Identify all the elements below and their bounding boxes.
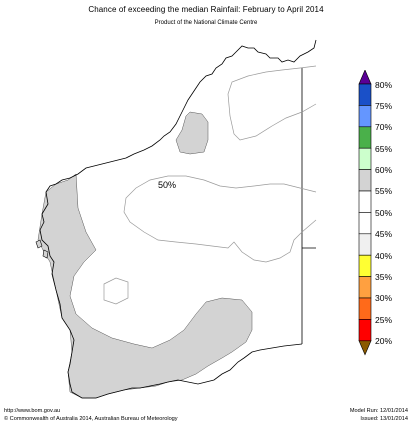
state-border — [301, 68, 316, 344]
legend-bin — [358, 83, 372, 106]
contour-line-north — [227, 65, 317, 141]
legend-bin — [358, 319, 372, 342]
legend-label-45: 45% — [375, 229, 393, 239]
legend-label-60: 60% — [375, 165, 393, 175]
footer-model-run: Model Run: 12/01/2014 — [349, 408, 408, 414]
legend-bin — [358, 297, 372, 320]
legend-bin — [358, 233, 372, 256]
legend-label-75: 75% — [375, 101, 393, 111]
legend-label-55: 55% — [375, 186, 393, 196]
legend-label-40: 40% — [375, 251, 393, 261]
footer-copyright: © Commonwealth of Australia 2014, Austra… — [4, 416, 178, 422]
region-label-50: 50% — [158, 180, 177, 190]
legend-label-25: 25% — [375, 315, 393, 325]
legend-bin — [358, 126, 372, 149]
legend-bin — [358, 169, 372, 192]
legend-label-30: 30% — [375, 293, 393, 303]
legend-bin — [358, 254, 372, 277]
shaded-region-southwest — [37, 173, 253, 399]
shaded-region-north — [175, 111, 209, 155]
legend-label-70: 70% — [375, 122, 393, 132]
coastline — [39, 39, 317, 399]
legend-label-80: 80% — [375, 80, 393, 90]
legend-label-65: 65% — [375, 144, 393, 154]
footer-issued: Issued: 13/01/2014 — [360, 416, 408, 422]
legend-bin — [358, 70, 372, 85]
legend-bin — [358, 190, 372, 213]
map-subtitle: Product of the National Climate Centre — [154, 20, 258, 26]
legend-bin — [358, 276, 372, 299]
legend-colorbar — [358, 70, 372, 356]
islands — [35, 239, 49, 259]
legend-label-50: 50% — [375, 208, 393, 218]
legend-label-35: 35% — [375, 272, 393, 282]
footer-website: http://www.bom.gov.au — [4, 408, 61, 414]
map-title: Chance of exceeding the median Rainfail:… — [88, 5, 324, 14]
legend-bin — [358, 212, 372, 235]
legend-bin — [358, 147, 372, 170]
legend-bin — [358, 105, 372, 128]
legend-label-20: 20% — [375, 336, 393, 346]
contour-loop-small — [103, 277, 129, 305]
contour-line-central — [123, 175, 317, 263]
legend-bin — [358, 340, 372, 356]
